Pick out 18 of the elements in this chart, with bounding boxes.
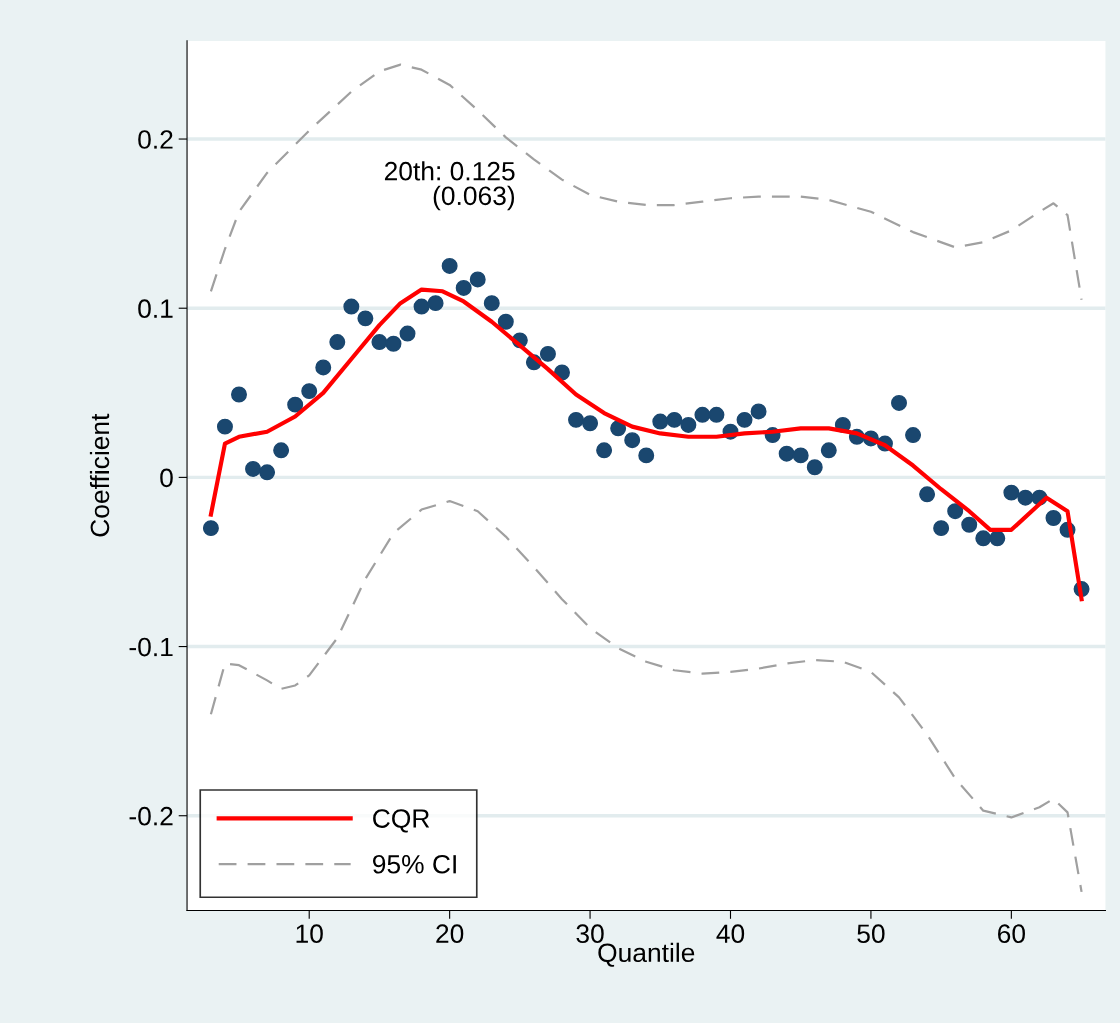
annotation: 20th: 0.125 (0.063) (384, 161, 515, 211)
legend-label: 95% CI (373, 854, 456, 874)
y-axis-title: Coefficient (89, 413, 110, 537)
x-axis-title: Quantile (598, 942, 695, 967)
line-series (209, 499, 1083, 893)
x-tick-label: 50 (857, 924, 885, 944)
y-tick-label: -0.1 (129, 637, 173, 657)
x-tick-label: 20 (436, 924, 464, 944)
x-tick-label: 40 (716, 924, 745, 944)
y-tick-label: 0.1 (138, 299, 173, 319)
legend-label: CQR (373, 809, 430, 833)
y-tick-label: -0.2 (129, 806, 173, 826)
line-series (209, 63, 1083, 301)
x-tick-label: 10 (296, 924, 323, 944)
y-tick-label: 0 (160, 468, 173, 488)
x-tick-label: 60 (998, 924, 1025, 944)
x-tick-label: 30 (576, 924, 604, 944)
y-tick-label: 0.2 (138, 130, 173, 149)
